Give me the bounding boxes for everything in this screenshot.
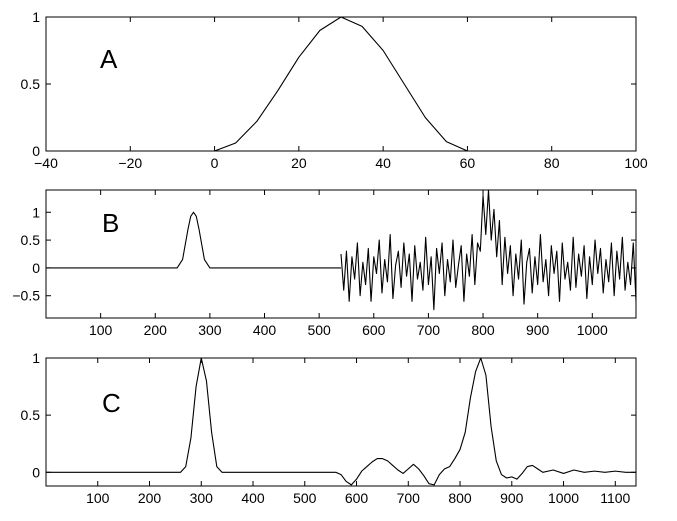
x-tick-label: 500 (293, 490, 317, 506)
panel-b: 100 200 300 400 500 600 700 800 900 1000 −0.5 0 0.5 1… (12, 189, 637, 338)
x-tick-label: 80 (544, 155, 560, 171)
axes-frame (45, 189, 637, 319)
panel-label: C (102, 388, 121, 418)
y-tick-label: 1 (32, 9, 40, 25)
x-tick-label: 20 (291, 155, 307, 171)
x-tick-label: 600 (345, 490, 369, 506)
x-tick-label: 100 (89, 322, 113, 338)
x-tick-label: 700 (397, 490, 421, 506)
x-tick-label: 800 (471, 322, 495, 338)
y-tick-label: 0 (32, 464, 40, 480)
x-tick-label: 300 (198, 322, 222, 338)
y-tick-label: 0.5 (21, 76, 41, 92)
x-tick-label: 60 (460, 155, 476, 171)
axes-frame (45, 357, 637, 487)
x-tick-label: 400 (253, 322, 277, 338)
x-tick-label: 1100 (600, 490, 630, 506)
series-line-0 (46, 211, 341, 269)
x-tick-label: 300 (190, 490, 214, 506)
x-tick-label: 900 (526, 322, 550, 338)
x-tick-label: 500 (307, 322, 331, 338)
x-tick-label: 700 (417, 322, 441, 338)
y-tick-label: 1 (32, 204, 40, 220)
y-tick-label: 0 (32, 260, 40, 276)
x-tick-label: 100 (86, 490, 110, 506)
series-line-0 (46, 358, 636, 486)
y-tick-label: 0.5 (21, 407, 41, 423)
x-tick-label: 0 (211, 155, 219, 171)
x-tick-label: 40 (375, 155, 391, 171)
panel-c: 100 200 300 400 500 600 700 800 900 1000 1100 0 0.5 1… (21, 350, 637, 506)
x-tick-label: 900 (500, 490, 524, 506)
x-tick-label: 100 (624, 155, 648, 171)
x-tick-label: 1000 (548, 490, 579, 506)
x-tick-label: 200 (144, 322, 168, 338)
x-tick-label: 600 (362, 322, 386, 338)
axes-frame (45, 16, 637, 152)
panel-label: B (102, 208, 119, 238)
x-tick-label: 400 (241, 490, 265, 506)
panel-label: A (100, 44, 118, 74)
x-tick-label: 1000 (577, 322, 608, 338)
x-tick-label: 800 (448, 490, 472, 506)
x-tick-label: −40 (34, 155, 58, 171)
x-tick-label: 200 (138, 490, 162, 506)
x-tick-label: −20 (118, 155, 142, 171)
y-tick-label: 0 (32, 143, 40, 159)
y-tick-label: 0.5 (21, 232, 41, 248)
y-tick-label: 1 (32, 350, 40, 366)
series-line-0 (46, 17, 636, 151)
panel-a: −40 −20 0 20 40 60 80 100 0 0.5 1 A (21, 9, 648, 171)
series-line-1 (340, 190, 636, 311)
y-tick-label: −0.5 (12, 288, 40, 304)
